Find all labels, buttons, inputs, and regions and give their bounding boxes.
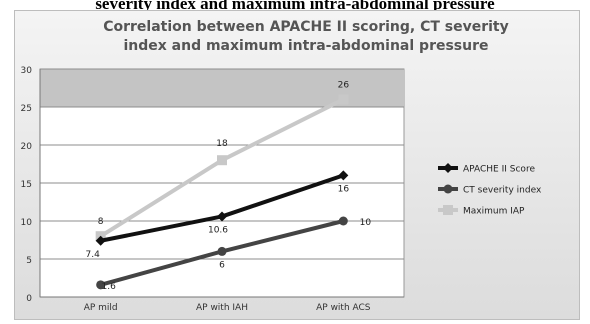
y-tick-label: 10: [21, 218, 33, 228]
legend-marker: [443, 163, 453, 173]
data-point: [338, 94, 349, 105]
chart-title-line-1: Correlation between APACHE II scoring, C…: [103, 19, 509, 35]
y-tick-label: 5: [26, 256, 32, 266]
plot-area: 0 5 10 15 20 25 30 AP mild AP with IAH AP with AC…: [21, 66, 405, 313]
x-tick-label: AP with IAH: [196, 303, 248, 313]
data-label: 8: [98, 217, 104, 227]
x-tick-label: AP mild: [84, 303, 118, 313]
data-label: 18: [216, 139, 228, 149]
chart-title-line-2: index and maximum intra-abdominal pressu…: [123, 38, 488, 54]
legend-label: Maximum IAP: [463, 207, 525, 217]
plot-top-band: [40, 69, 404, 107]
y-tick-label: 15: [21, 180, 32, 190]
data-point: [96, 280, 106, 290]
data-point: [217, 155, 227, 166]
y-tick-label: 0: [26, 294, 32, 304]
data-label: 6: [219, 260, 225, 270]
data-label: 7.4: [86, 250, 101, 260]
y-tick-label: 20: [21, 142, 33, 152]
data-label: 16: [338, 184, 350, 194]
data-point: [217, 211, 227, 222]
legend-marker: [443, 184, 453, 194]
legend-label: APACHE II Score: [463, 165, 535, 175]
data-point: [95, 235, 106, 246]
data-point: [338, 170, 349, 181]
data-label: 1.6: [102, 282, 117, 292]
chart-legend: APACHE II Score CT severity index Maximum …: [438, 163, 542, 217]
legend-marker: [443, 205, 453, 215]
y-tick-label: 30: [21, 66, 33, 76]
x-tick-label: AP with ACS: [316, 303, 371, 313]
data-label: 10: [360, 218, 372, 228]
data-point: [217, 246, 227, 256]
data-label: 26: [338, 80, 350, 90]
page-caption: severity index and maximum intra-abdomin…: [95, 0, 495, 13]
legend-label: CT severity index: [463, 186, 542, 196]
y-tick-label: 25: [21, 104, 32, 114]
data-point: [338, 216, 348, 226]
data-label: 10.6: [208, 225, 228, 235]
